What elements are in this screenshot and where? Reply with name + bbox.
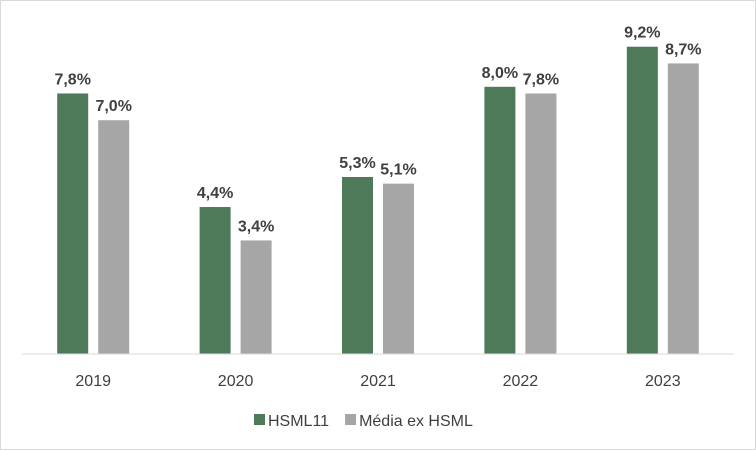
bar-hsml11-2023 [626, 46, 658, 354]
data-label-m-dia-ex-hsml-2023: 8,7% [665, 41, 701, 58]
bar-m-dia-ex-hsml-2022 [525, 93, 557, 354]
bar-hsml11-2021 [342, 176, 373, 354]
data-label-hsml11-2023: 9,2% [624, 25, 660, 42]
data-labels-group: 7,8% 7,0% 4,4% 3,4% 5,3% 5,1% 8,0% 7,8% 9,2% 8,7% [54, 25, 701, 236]
legend-item-m-dia-ex-hsml: Média ex HSML [345, 413, 473, 430]
data-label-hsml11-2020: 4,4% [197, 185, 233, 202]
x-axis-ticks: 2019 2020 2021 2022 2023 [75, 373, 680, 390]
data-label-m-dia-ex-hsml-2022: 7,8% [523, 71, 559, 88]
data-label-m-dia-ex-hsml-2019: 7,0% [95, 98, 131, 115]
legend-swatch-m-dia-ex-hsml [345, 414, 357, 425]
data-label-hsml11-2021: 5,3% [339, 155, 375, 172]
x-tick-label-2021: 2021 [360, 373, 396, 390]
legend-item-hsml11: HSML11 [254, 413, 329, 430]
legend-swatch-hsml11 [254, 414, 265, 425]
bar-m-dia-ex-hsml-2020 [240, 240, 272, 354]
bar-m-dia-ex-hsml-2023 [667, 63, 699, 355]
bar-hsml11-2019 [57, 93, 89, 354]
legend: HSML11 Média ex HSML [254, 413, 473, 430]
x-tick-label-2019: 2019 [75, 373, 111, 390]
x-tick-label-2023: 2023 [645, 373, 681, 390]
bar-hsml11-2020 [199, 207, 231, 354]
data-label-hsml11-2022: 8,0% [482, 65, 518, 82]
data-label-m-dia-ex-hsml-2020: 3,4% [238, 218, 274, 235]
legend-label-hsml11: HSML11 [268, 413, 329, 430]
x-tick-label-2020: 2020 [218, 373, 254, 390]
x-tick-label-2022: 2022 [503, 373, 539, 390]
data-label-hsml11-2019: 7,8% [54, 71, 90, 88]
bar-m-dia-ex-hsml-2019 [98, 120, 130, 354]
bars-group [57, 46, 699, 355]
bar-hsml11-2022 [484, 86, 516, 355]
bar-m-dia-ex-hsml-2021 [383, 183, 414, 354]
legend-label-m-dia-ex-hsml: Média ex HSML [359, 413, 473, 430]
data-label-m-dia-ex-hsml-2021: 5,1% [380, 162, 416, 179]
